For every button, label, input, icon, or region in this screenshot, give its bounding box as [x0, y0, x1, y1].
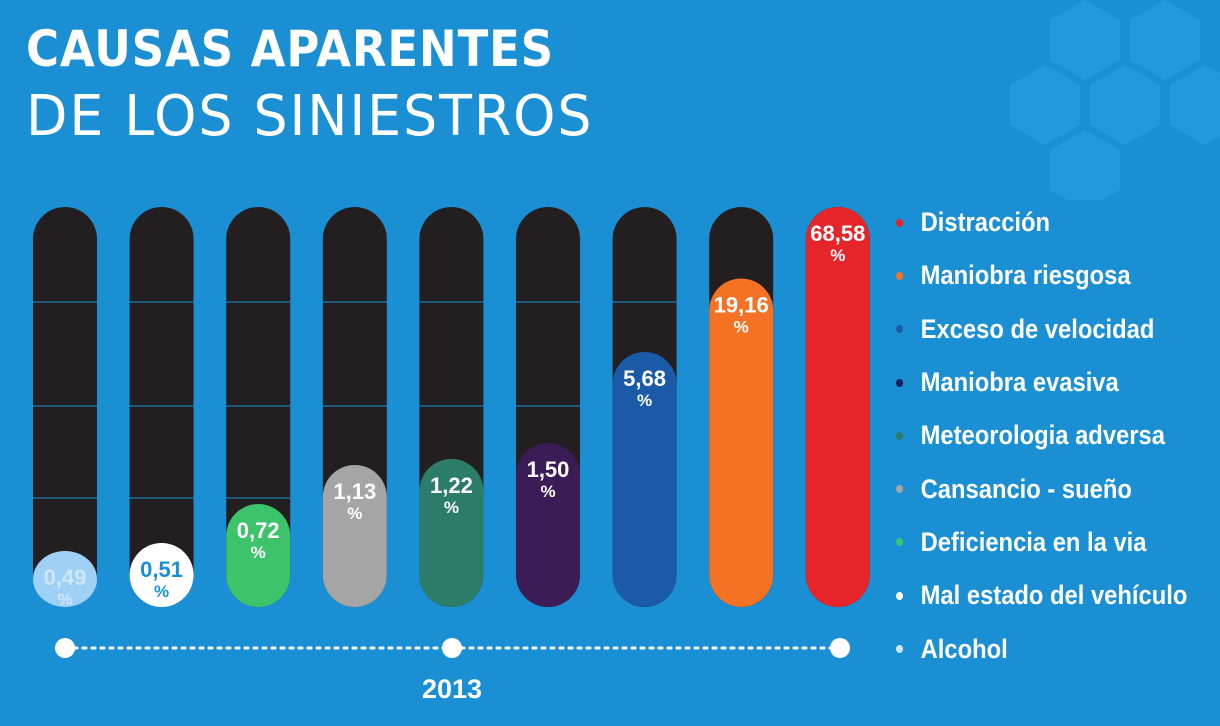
bar-unit-label: %	[540, 482, 555, 501]
legend-label: Maniobra evasiva	[920, 367, 1119, 398]
year-label: 2013	[421, 674, 483, 704]
bar-unit-label: %	[57, 590, 72, 609]
bar-meteorologia-adversa	[419, 458, 484, 607]
legend-label: Cansancio - sueño	[920, 473, 1132, 504]
bar-unit-label: %	[347, 504, 362, 523]
bar-track	[33, 207, 97, 607]
legend-dot	[896, 431, 904, 440]
bar-unit-label: %	[734, 317, 749, 336]
legend-label: Mal estado del vehículo	[920, 580, 1188, 611]
chart-legend: Distracción Maniobra riesgosa Exceso de ve…	[896, 196, 1220, 676]
bar-mal-estado-del-veh-culo	[129, 542, 194, 607]
legend-label: Deficiencia en la via	[920, 526, 1147, 557]
legend-item: Distracción	[896, 196, 1187, 249]
legend-dot	[896, 485, 904, 494]
legend-dot	[896, 591, 904, 600]
bar-value-label: 19,16	[714, 292, 769, 317]
bar-unit-label: %	[830, 246, 845, 265]
bar-deficiencia-en-la-via	[226, 504, 291, 607]
legend-dot	[896, 271, 904, 280]
bar-unit-label: %	[444, 498, 459, 517]
bar-unit-label: %	[637, 391, 652, 410]
legend-item: Mal estado del vehículo	[896, 569, 1187, 622]
legend-label: Alcohol	[920, 633, 1008, 664]
bar-unit-label: %	[154, 582, 169, 601]
bar-distracci-n	[805, 207, 870, 607]
bar-alcohol	[33, 551, 97, 607]
bar-unit-label: %	[251, 543, 266, 562]
legend-item: Deficiencia en la via	[896, 516, 1187, 569]
bar-value-label: 5,68	[623, 366, 666, 391]
bar-maniobra-evasiva	[516, 443, 580, 607]
bar-value-label: 1,13	[333, 479, 376, 504]
bar-track	[226, 207, 291, 607]
legend-item: Alcohol	[896, 622, 1187, 675]
bar-cansancio-sue-o	[322, 464, 387, 607]
hexagon-pattern-decoration	[1010, 0, 1220, 200]
legend-dot	[896, 325, 904, 334]
chart-title-line1: CAUSAS APARENTES	[26, 20, 555, 78]
bar-value-label: 0,51	[140, 557, 183, 582]
legend-label: Distracción	[920, 207, 1051, 238]
legend-item: Meteorologia adversa	[896, 409, 1187, 462]
bar-maniobra-riesgosa	[709, 278, 774, 607]
bar-value-label: 68,58	[810, 221, 865, 246]
bar-value-label: 1,22	[430, 473, 473, 498]
bar-value-label: 0,72	[237, 518, 280, 543]
bar-track	[129, 207, 194, 607]
chart-title-line2: DE LOS SINIESTROS	[26, 84, 594, 149]
legend-dot	[896, 218, 904, 227]
bar-value-label: 0,49	[44, 565, 87, 590]
legend-label: Meteorologia adversa	[920, 420, 1165, 451]
legend-item: Maniobra evasiva	[896, 356, 1187, 409]
timeline-dot	[442, 638, 462, 658]
legend-item: Maniobra riesgosa	[896, 249, 1187, 302]
legend-dot	[896, 538, 904, 547]
bar-value-label: 1,50	[527, 457, 570, 482]
legend-item: Exceso de velocidad	[896, 303, 1187, 356]
legend-label: Maniobra riesgosa	[920, 260, 1131, 291]
legend-dot	[896, 378, 904, 387]
legend-item: Cansancio - sueño	[896, 462, 1187, 515]
timeline-dot	[830, 638, 850, 658]
legend-dot	[896, 645, 904, 654]
timeline-dot	[55, 638, 75, 658]
bar-exceso-de-velocidad	[612, 351, 677, 607]
legend-label: Exceso de velocidad	[920, 313, 1155, 344]
